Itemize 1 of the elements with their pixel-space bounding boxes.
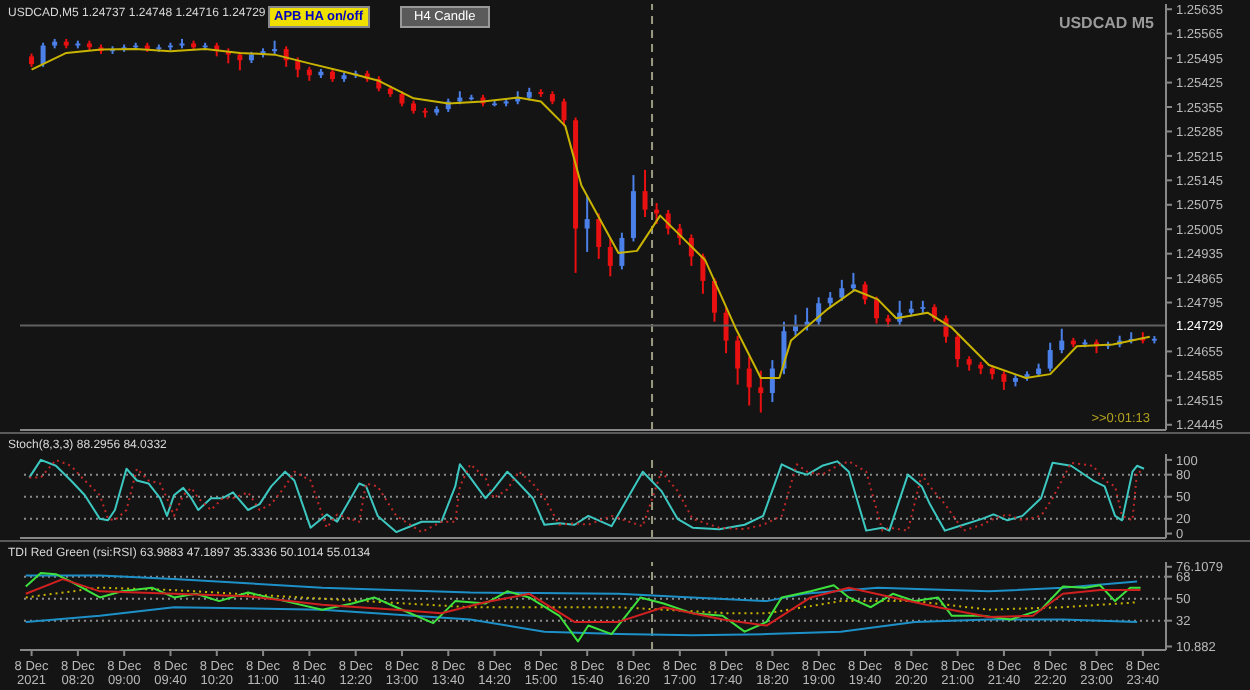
annotation: USDCAD M5	[1058, 14, 1154, 32]
